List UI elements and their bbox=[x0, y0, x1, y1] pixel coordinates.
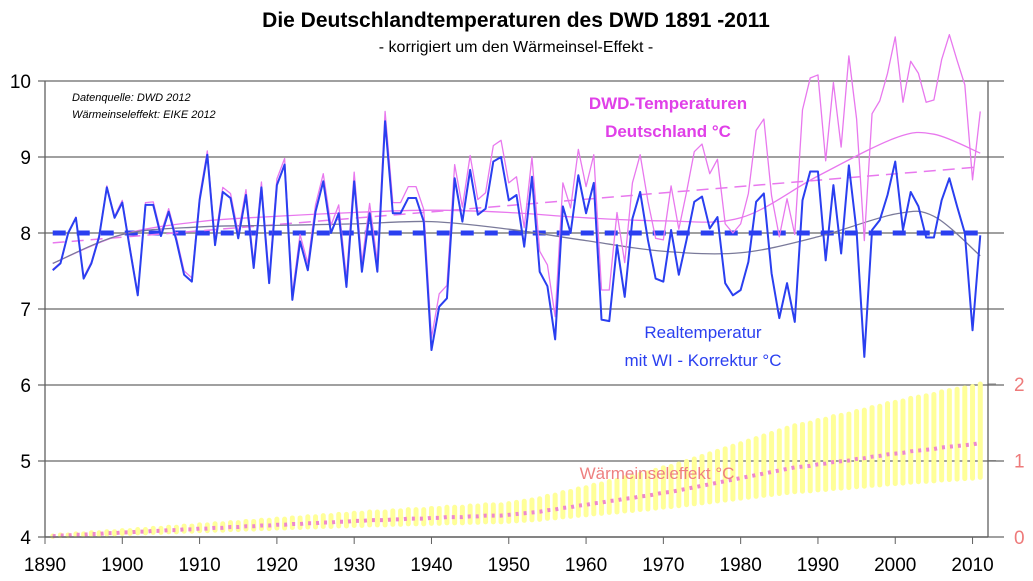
x-tick-label-2000: 2000 bbox=[874, 555, 916, 576]
label-real-line1: Realtemperatur bbox=[644, 323, 762, 342]
poly-trend-real bbox=[52, 210, 981, 265]
x-tick-label-1970: 1970 bbox=[642, 555, 684, 576]
x-tick-label-1950: 1950 bbox=[488, 555, 530, 576]
y-tick-label-7: 7 bbox=[20, 300, 31, 321]
y2-tick-label-0: 0 bbox=[1014, 528, 1025, 549]
x-tick-label-1940: 1940 bbox=[410, 555, 452, 576]
temperature-series bbox=[52, 33, 982, 358]
wi-band bbox=[50, 381, 983, 539]
x-tick-label-1900: 1900 bbox=[101, 555, 143, 576]
note-source: Datenquelle: DWD 2012 bbox=[72, 92, 191, 104]
axes: 4 5 6 7 8 9 10 0 1 2 1890 1900 1910 1920 1930 1940 1950 1… bbox=[10, 72, 1025, 576]
wi-line-group bbox=[52, 440, 981, 539]
label-real-line2: mit WI - Korrektur °C bbox=[625, 351, 782, 370]
x-tick-label-1890: 1890 bbox=[24, 555, 66, 576]
x-tick-label-1920: 1920 bbox=[256, 555, 298, 576]
x-tick-label-2010: 2010 bbox=[951, 555, 993, 576]
linear-trend-dwd bbox=[52, 166, 981, 244]
y-tick-label-6: 6 bbox=[20, 376, 31, 397]
note-wi-source: Wärmeinseleffekt: EIKE 2012 bbox=[72, 109, 216, 121]
x-tick-label-1910: 1910 bbox=[178, 555, 220, 576]
trend-lines bbox=[52, 131, 981, 265]
poly-trend-dwd bbox=[52, 131, 981, 265]
y-tick-label-5: 5 bbox=[20, 452, 31, 473]
label-dwd-line2: Deutschland °C bbox=[605, 122, 731, 141]
chart-title: Die Deutschlandtemperaturen des DWD 1891… bbox=[262, 9, 770, 32]
y2-tick-label-1: 1 bbox=[1014, 452, 1025, 473]
x-tick-label-1960: 1960 bbox=[565, 555, 607, 576]
y-tick-label-10: 10 bbox=[10, 72, 31, 93]
x-tick-label-1930: 1930 bbox=[333, 555, 375, 576]
y2-tick-label-2: 2 bbox=[1014, 375, 1025, 396]
label-dwd-line1: DWD-Temperaturen bbox=[589, 94, 747, 113]
dwd-temperature-line bbox=[52, 33, 981, 339]
chart-subtitle: - korrigiert um den Wärmeinsel-Effekt - bbox=[379, 39, 653, 56]
y-tick-label-4: 4 bbox=[20, 528, 31, 549]
y-tick-label-9: 9 bbox=[20, 148, 31, 169]
x-tick-label-1990: 1990 bbox=[797, 555, 839, 576]
label-wi: Wärmeinseleffekt °C bbox=[580, 464, 735, 483]
x-tick-label-1980: 1980 bbox=[720, 555, 762, 576]
y-tick-label-8: 8 bbox=[20, 224, 31, 245]
